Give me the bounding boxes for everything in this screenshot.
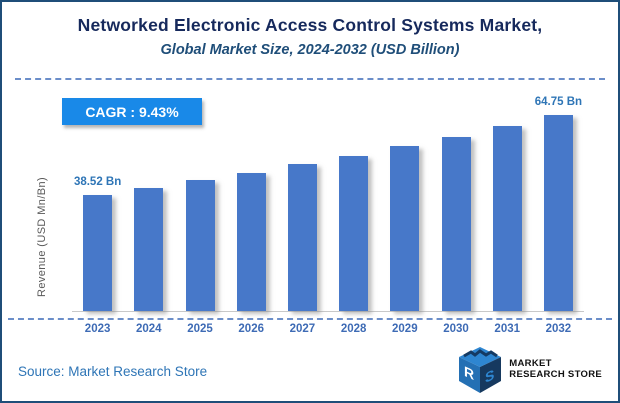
year-label-2028: 2028: [340, 323, 367, 335]
bar-2030: [441, 137, 471, 311]
year-label-2032: 2032: [545, 323, 572, 335]
cagr-badge: CAGR : 9.43%: [62, 98, 202, 125]
svg-text:R: R: [464, 364, 474, 384]
x-axis-dashed-line: [8, 318, 612, 320]
y-axis-label: Revenue (USD Mn/Bn): [36, 176, 48, 298]
bar-cell-2030: [430, 111, 481, 311]
mrs-cube-logo-icon: R S: [459, 347, 502, 393]
bar-2031: [492, 126, 522, 311]
bar-cell-2023: 38.52 Bn: [72, 111, 123, 311]
year-label-2030: 2030: [443, 323, 469, 335]
brand-logo: R S MARKET RESEARCH STORE: [458, 346, 602, 394]
bar-2025: [185, 180, 215, 311]
year-label-2029: 2029: [392, 323, 418, 335]
bar-cell-2025: [174, 111, 225, 311]
year-label-2026: 2026: [238, 323, 264, 335]
bar-2028: [339, 156, 369, 311]
bar-cell-2028: [328, 111, 379, 311]
bar-2032: [543, 115, 573, 311]
header-dashed-divider: [15, 78, 605, 80]
bar-value-label-2032: 64.75 Bn: [534, 96, 583, 108]
bar-value-label-2023: 38.52 Bn: [73, 176, 122, 188]
bar-cell-2031: [482, 111, 533, 311]
chart-header: Networked Electronic Access Control Syst…: [2, 2, 618, 58]
bar-cell-2026: [226, 111, 277, 311]
bar-2023: [83, 195, 113, 311]
year-label-2027: 2027: [289, 323, 316, 335]
bars-row: 38.52 Bn 64.75 Bn: [72, 96, 584, 312]
year-label-2031: 2031: [494, 323, 521, 335]
source-note: Source: Market Research Store: [18, 364, 208, 379]
cagr-badge-label: CAGR : 9.43%: [85, 103, 179, 120]
bar-cell-2032: 64.75 Bn: [533, 96, 584, 311]
year-label-2023: 2023: [84, 323, 111, 335]
chart-title: Networked Electronic Access Control Syst…: [77, 15, 543, 35]
brand-logo-line2: RESEARCH STORE: [509, 369, 602, 380]
bar-cell-2027: [277, 111, 328, 311]
bar-2027: [287, 164, 317, 311]
chart-subtitle: Global Market Size, 2024-2032 (USD Billi…: [160, 42, 460, 58]
brand-logo-line1: MARKET: [509, 358, 552, 370]
bar-2024: [134, 188, 164, 311]
bar-cell-2024: [123, 111, 174, 311]
year-label-2025: 2025: [187, 323, 213, 335]
bar-2029: [390, 146, 420, 311]
brand-logo-text: MARKET RESEARCH STORE: [509, 358, 602, 381]
svg-text:S: S: [485, 367, 495, 387]
bar-2026: [236, 173, 266, 311]
year-label-2024: 2024: [136, 323, 162, 335]
bar-cell-2029: [379, 111, 430, 311]
year-labels-row: 2023 2024 2025 2026 2027 2028 2029 2030 2031 2032: [72, 323, 584, 335]
